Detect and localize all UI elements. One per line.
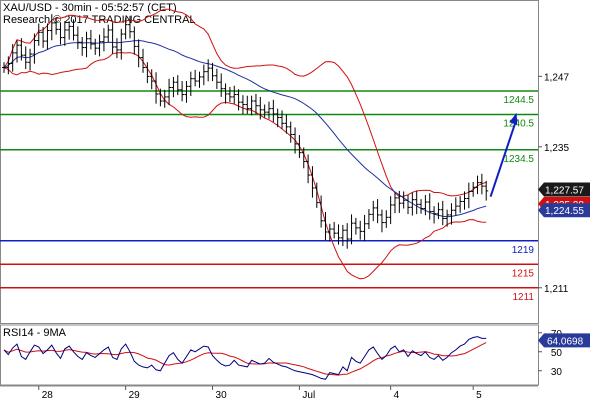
x-tick-label: 5 [476,390,482,400]
resistance-label: 1240.5 [503,119,534,130]
rsi-line [3,336,487,380]
rsi-label: RSI14 - 9MA [3,327,66,339]
blue-price-label-text: 1,224.55 [545,206,584,217]
rsi-ma-line [3,342,487,376]
x-tick-label: 29 [129,390,141,400]
last-price-label-text: 1,227.57 [545,185,584,196]
x-tick-label: 28 [42,390,54,400]
forecast-arrow-head [509,112,518,125]
y-tick-label: 1,211 [544,284,569,295]
resistance-label: 1244.5 [503,95,534,106]
y-tick-label: 1,235 [544,143,569,154]
moving-average-line [3,39,487,218]
y-tick-label: 1,247 [544,72,569,83]
price-panel-frame [0,0,539,324]
last-price-label-box [538,182,590,197]
rsi-panel-frame [0,324,539,386]
rsi-last-label-text: 64.0698 [547,336,584,347]
chart-title: XAU/USD - 30min - 05:52:57 (CET) [3,2,177,14]
pivot-label: 1219 [512,245,535,256]
rsi-tick-label: 50 [551,348,563,359]
rsi-tick-label: 30 [551,367,563,378]
x-tick-label: Jul [302,390,315,400]
blue-price-label-box [538,203,590,218]
bollinger-upper-line [3,8,487,198]
rsi-last-label-box [538,333,590,348]
forecast-arrow-line [489,118,518,198]
support-label: 1211 [512,292,534,303]
resistance-label: 1234.5 [503,154,534,165]
support-label: 1215 [512,268,535,279]
x-tick-label: 30 [216,390,228,400]
bollinger-lower-line [3,52,487,280]
x-tick-label: 4 [394,390,400,400]
